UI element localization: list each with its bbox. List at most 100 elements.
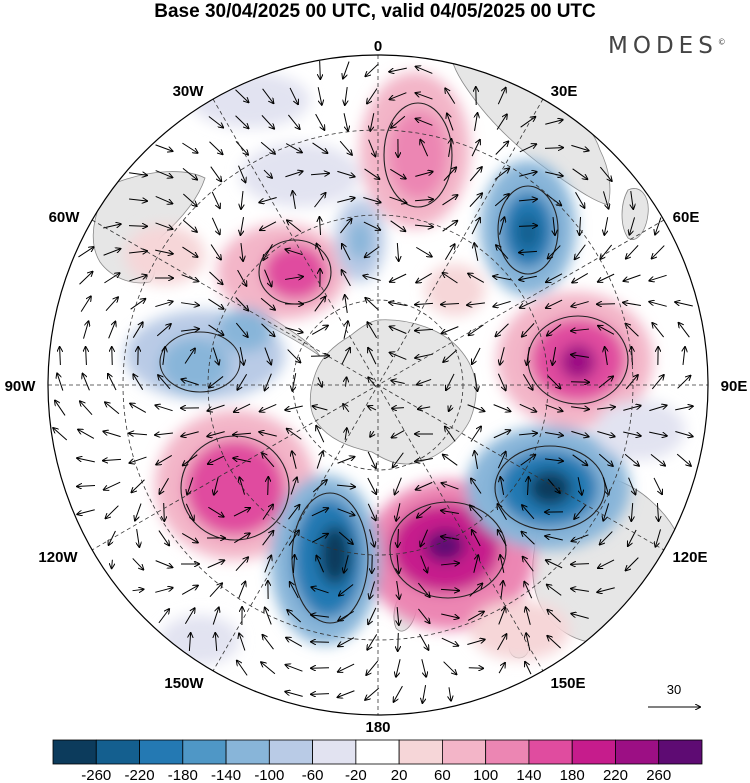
wind-vector — [546, 299, 563, 308]
wind-vector — [343, 113, 348, 131]
wind-vector — [495, 142, 508, 155]
wind-vector — [263, 243, 273, 260]
wind-vector — [574, 504, 587, 519]
positive-anomaly-peak — [560, 344, 596, 380]
wind-vector — [337, 198, 354, 203]
wind-vector — [449, 404, 452, 411]
wind-vector — [473, 555, 478, 573]
wind-vector — [547, 636, 561, 649]
negative-anomaly-core — [348, 220, 372, 260]
wind-vector — [183, 454, 198, 466]
wind-vector — [528, 477, 529, 496]
wind-vector — [363, 221, 380, 230]
wind-vector — [602, 477, 608, 494]
wind-vector — [260, 403, 277, 411]
wind-vector — [129, 199, 147, 201]
wind-vector — [264, 347, 271, 365]
colorbar-tick-label: -260 — [81, 767, 111, 783]
wind-vector — [418, 608, 429, 623]
wind-vector — [288, 505, 300, 520]
modes-logo: MODES© — [608, 33, 726, 59]
wind-vector — [468, 274, 485, 283]
wind-vector — [572, 454, 588, 465]
wind-vector — [417, 505, 432, 517]
wind-vector — [103, 224, 121, 229]
wind-vector — [368, 406, 377, 410]
lon-label-150w: 150W — [164, 675, 204, 692]
wind-vector — [336, 485, 355, 487]
brand-text: MODES — [608, 33, 718, 59]
wind-vector — [53, 428, 68, 441]
wind-vector — [525, 662, 532, 675]
wind-vector — [316, 451, 323, 469]
wind-vector — [445, 88, 456, 104]
colorbar-swatch — [441, 739, 487, 765]
wind-vector — [467, 303, 485, 305]
wind-vector — [260, 141, 275, 154]
wind-vector — [182, 246, 197, 257]
latitude-circle — [122, 129, 634, 641]
wind-vector — [547, 610, 561, 623]
wind-vector — [343, 61, 350, 79]
wind-vector — [264, 556, 271, 573]
wind-vector — [443, 273, 458, 284]
wind-vector — [209, 141, 222, 154]
wind-vector — [527, 347, 530, 365]
wind-vector — [396, 503, 401, 521]
wind-vector — [628, 477, 636, 495]
wind-vector — [420, 140, 429, 157]
wind-vector — [132, 589, 144, 590]
wind-vector — [677, 376, 691, 389]
wind-vector — [315, 113, 325, 130]
wind-vector — [447, 114, 454, 131]
wind-vector — [416, 119, 433, 126]
wind-vector — [649, 274, 667, 280]
wind-vector — [210, 244, 221, 259]
wind-vector — [135, 503, 142, 521]
wind-vector — [155, 196, 173, 203]
wind-vector — [605, 347, 608, 365]
colorbar-swatch — [95, 739, 140, 765]
wind-vector — [493, 404, 511, 412]
wind-vector — [261, 323, 274, 336]
lon-label-60e: 60E — [673, 209, 700, 226]
wind-vector — [314, 297, 325, 312]
wind-vector — [108, 374, 117, 391]
wind-vector — [235, 115, 249, 129]
wind-vector — [449, 139, 452, 157]
colorbar-tick-label: 60 — [434, 767, 451, 783]
wind-vector — [234, 403, 251, 412]
wind-vector — [182, 142, 197, 153]
colorbar-tick-label: -100 — [254, 767, 284, 783]
wind-vector — [241, 243, 243, 261]
wind-vector — [398, 632, 399, 651]
wind-vector — [572, 168, 588, 179]
wind-vector — [547, 324, 562, 335]
wind-vector — [239, 633, 246, 651]
wind-vector — [129, 173, 147, 176]
wind-vector — [414, 199, 433, 201]
wind-vector — [469, 167, 482, 182]
wind-vector — [471, 479, 482, 494]
negative-anomaly-peak — [528, 470, 572, 506]
wind-vector — [133, 374, 144, 390]
wind-vector — [546, 273, 563, 282]
wind-vector — [235, 89, 249, 102]
wind-vector — [623, 302, 641, 305]
wind-vector — [415, 459, 433, 462]
wind-vector — [626, 245, 639, 258]
wind-vector — [440, 563, 459, 565]
wind-vector — [155, 144, 173, 151]
wind-vector — [397, 581, 400, 599]
weak-negative-anomaly — [240, 143, 360, 207]
wind-vector — [393, 452, 404, 467]
wind-vector — [310, 173, 329, 174]
lon-label-90e: 90E — [721, 378, 748, 395]
wind-vector — [391, 115, 406, 128]
wind-vector — [60, 347, 61, 366]
wind-vector — [442, 221, 458, 232]
wind-vector — [209, 271, 222, 284]
wind-vector — [181, 431, 199, 437]
wind-vector — [443, 455, 458, 466]
